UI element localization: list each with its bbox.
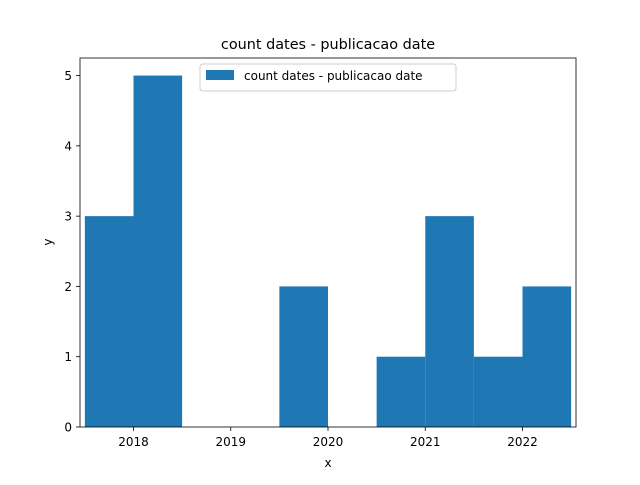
x-tick-label: 2020	[313, 435, 344, 449]
y-tick-label: 3	[64, 210, 72, 224]
y-tick-label: 0	[64, 421, 72, 435]
bar-2018.25	[133, 75, 183, 428]
y-tick-label: 5	[64, 69, 72, 83]
y-tick-label: 2	[64, 280, 72, 294]
x-tick-label: 2022	[507, 435, 538, 449]
y-axis-label: y	[41, 238, 55, 245]
bar-2021.75	[473, 356, 523, 427]
bar-2019.75	[279, 286, 328, 427]
legend-label: count dates - publicacao date	[244, 69, 423, 83]
x-tick-label: 2021	[410, 435, 441, 449]
bar-2022.25	[522, 286, 572, 427]
legend-swatch	[206, 70, 234, 80]
x-tick-label: 2018	[118, 435, 149, 449]
bar-2020.75	[376, 356, 426, 427]
axes-layer: 2018 2019 2020 2021 2022 0 1 2 3 4 5	[64, 57, 577, 449]
legend-box	[199, 63, 457, 92]
y-tick-label: 4	[64, 139, 72, 153]
bars-layer	[84, 75, 572, 428]
x-axis-label: x	[324, 456, 331, 470]
legend: count dates - publicacao date	[199, 63, 457, 92]
bar-2017.75	[84, 216, 134, 427]
chart-title: count dates - publicacao date	[221, 37, 435, 53]
x-tick-label: 2019	[215, 435, 246, 449]
bar-2021.25	[425, 216, 474, 427]
y-tick-label: 1	[64, 350, 72, 364]
